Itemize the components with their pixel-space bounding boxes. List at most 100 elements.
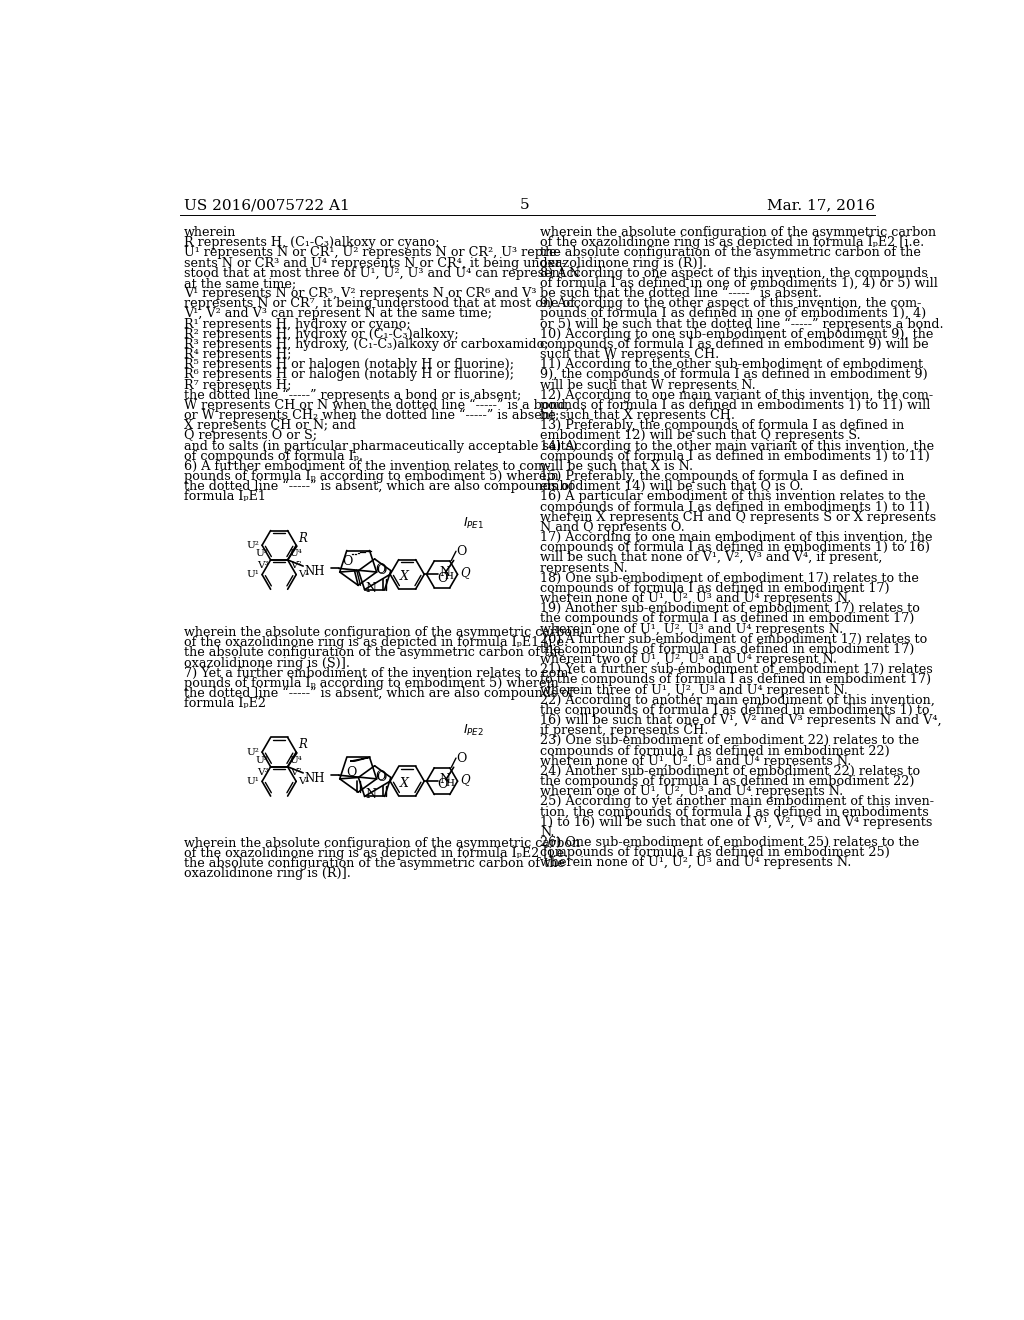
Text: be such that the dotted line “-----” is absent.: be such that the dotted line “-----” is … [541,288,822,300]
Text: NH: NH [305,565,326,578]
Text: W represents CH or N when the dotted line “-----” is a bond,: W represents CH or N when the dotted lin… [183,399,569,412]
Text: 8) According to one aspect of this invention, the compounds: 8) According to one aspect of this inven… [541,267,928,280]
Text: of formula I as defined in one of embodiments 1), 4) or 5) will: of formula I as defined in one of embodi… [541,277,938,290]
Text: will be such that none of V¹, V², V³ and V⁴, if present,: will be such that none of V¹, V², V³ and… [541,552,883,565]
Text: the absolute configuration of the asymmetric carbon of the: the absolute configuration of the asymme… [183,647,564,660]
Polygon shape [350,758,370,762]
Text: 23) One sub-embodiment of embodiment 22) relates to the: 23) One sub-embodiment of embodiment 22)… [541,734,920,747]
Text: R represents H, (C₁-C₃)alkoxy or cyano;: R represents H, (C₁-C₃)alkoxy or cyano; [183,236,439,249]
Text: or 5) will be such that the dotted line “-----” represents a bond.: or 5) will be such that the dotted line … [541,318,944,331]
Text: tion, the compounds of formula I as defined in embodiments: tion, the compounds of formula I as defi… [541,805,929,818]
Text: compounds of formula I as defined in embodiment 9) will be: compounds of formula I as defined in emb… [541,338,929,351]
Text: oxazolidinone ring is (R)].: oxazolidinone ring is (R)]. [183,867,350,880]
Text: V¹ represents N or CR⁵, V² represents N or CR⁶ and V³: V¹ represents N or CR⁵, V² represents N … [183,288,537,300]
Text: V²: V² [290,768,302,777]
Text: 20) A further sub-embodiment of embodiment 17) relates to: 20) A further sub-embodiment of embodime… [541,632,928,645]
Text: 18) One sub-embodiment of embodiment 17) relates to the: 18) One sub-embodiment of embodiment 17)… [541,572,920,585]
Text: the compounds of formula I as defined in embodiment 22): the compounds of formula I as defined in… [541,775,914,788]
Text: pounds of formula Iₚ according to embodiment 5) wherein: pounds of formula Iₚ according to embodi… [183,470,558,483]
Text: H: H [445,779,455,788]
Text: O: O [437,779,447,792]
Text: of compounds of formula Iₚ.: of compounds of formula Iₚ. [183,450,362,463]
Text: U¹: U¹ [246,570,259,579]
Text: 11) According to the other sub-embodiment of embodiment: 11) According to the other sub-embodimen… [541,358,924,371]
Text: 14) According to the other main variant of this invention, the: 14) According to the other main variant … [541,440,935,453]
Text: R⁴ represents H;: R⁴ represents H; [183,348,291,362]
Text: wherein the absolute configuration of the asymmetric carbon: wherein the absolute configuration of th… [183,837,580,850]
Text: X represents CH or N; and: X represents CH or N; and [183,420,355,432]
Text: compounds of formula I as defined in embodiments 1) to 11): compounds of formula I as defined in emb… [541,500,930,513]
Text: V¹: V¹ [299,570,310,579]
Text: O: O [456,752,466,766]
Text: 6) A further embodiment of the invention relates to com-: 6) A further embodiment of the invention… [183,459,550,473]
Text: US 2016/0075722 A1: US 2016/0075722 A1 [183,198,349,213]
Text: O: O [456,545,466,558]
Text: O: O [346,766,356,779]
Text: of the oxazolidinone ring is as depicted in formula IₚE1 [i.e.: of the oxazolidinone ring is as depicted… [183,636,568,649]
Text: at the same time;: at the same time; [183,277,296,290]
Text: 19) Another sub-embodiment of embodiment 17) relates to: 19) Another sub-embodiment of embodiment… [541,602,921,615]
Text: to the compounds of formula I as defined in embodiment 17): to the compounds of formula I as defined… [541,673,932,686]
Text: 24) Another sub-embodiment of embodiment 22) relates to: 24) Another sub-embodiment of embodiment… [541,764,921,777]
Text: U⁴: U⁴ [289,756,302,766]
Text: R: R [299,532,307,545]
Text: O: O [376,564,386,577]
Text: wherein none of U¹, U², U³ and U⁴ represents N.: wherein none of U¹, U², U³ and U⁴ repres… [541,857,852,870]
Text: U²: U² [246,747,259,756]
Text: O: O [376,771,386,783]
Text: V³: V³ [257,768,268,777]
Text: V¹, V² and V³ can represent N at the same time;: V¹, V² and V³ can represent N at the sam… [183,308,492,321]
Text: 5: 5 [520,198,529,213]
Text: wherein the absolute configuration of the asymmetric carbon: wherein the absolute configuration of th… [183,626,580,639]
Text: and to salts (in particular pharmaceutically acceptable salts): and to salts (in particular pharmaceutic… [183,440,578,453]
Text: represents N.: represents N. [541,561,628,574]
Text: N: N [439,566,450,579]
Text: oxazolidinone ring is (R)].: oxazolidinone ring is (R)]. [541,256,708,269]
Text: 13) Preferably, the compounds of formula I as defined in: 13) Preferably, the compounds of formula… [541,420,904,432]
Text: the absolute configuration of the asymmetric carbon of the: the absolute configuration of the asymme… [541,247,922,260]
Text: U¹ represents N or CR¹, U² represents N or CR², U³ repre-: U¹ represents N or CR¹, U² represents N … [183,247,561,260]
Text: wherein the absolute configuration of the asymmetric carbon: wherein the absolute configuration of th… [541,226,936,239]
Text: 7) Yet a further embodiment of the invention relates to com-: 7) Yet a further embodiment of the inven… [183,667,572,680]
Text: U⁴: U⁴ [289,549,302,558]
Text: Q: Q [460,774,469,787]
Text: compounds of formula I as defined in embodiment 25): compounds of formula I as defined in emb… [541,846,890,859]
Text: wherein one of U¹, U², U³ and U⁴ represents N.: wherein one of U¹, U², U³ and U⁴ represe… [541,623,844,635]
Text: O: O [376,771,386,784]
Text: or W represents CH₂ when the dotted line “-----” is absent;: or W represents CH₂ when the dotted line… [183,409,559,422]
Text: the dotted line “-----” is absent, which are also compounds of: the dotted line “-----” is absent, which… [183,480,573,494]
Text: H: H [444,572,454,581]
Text: X: X [399,570,409,583]
Text: V¹: V¹ [299,777,310,785]
Text: N: N [439,774,451,787]
Text: R⁷ represents H;: R⁷ represents H; [183,379,291,392]
Text: U²: U² [246,541,259,549]
Text: wherein: wherein [183,226,237,239]
Text: the dotted line “-----” is absent, which are also compounds of: the dotted line “-----” is absent, which… [183,688,573,701]
Text: compounds of formula I as defined in embodiments 1) to 16): compounds of formula I as defined in emb… [541,541,930,554]
Text: the compounds of formula I as defined in embodiments 1) to: the compounds of formula I as defined in… [541,704,930,717]
Text: will be such that X is N.: will be such that X is N. [541,459,693,473]
Text: 12) According to one main variant of this invention, the com-: 12) According to one main variant of thi… [541,389,934,401]
Text: embodiment 12) will be such that Q represents S.: embodiment 12) will be such that Q repre… [541,429,861,442]
Text: N: N [366,788,377,801]
Text: 10) According to one sub-embodiment of embodiment 9), the: 10) According to one sub-embodiment of e… [541,327,934,341]
Text: formula IₚE1: formula IₚE1 [183,491,265,503]
Text: U³: U³ [256,756,268,766]
Text: X: X [399,777,409,789]
Text: such that W represents CH.: such that W represents CH. [541,348,720,362]
Text: N.: N. [541,826,555,838]
Text: 16) A particular embodiment of this invention relates to the: 16) A particular embodiment of this inve… [541,491,926,503]
Text: the compounds of formula I as defined in embodiment 17): the compounds of formula I as defined in… [541,612,914,626]
Text: pounds of formula I as defined in one of embodiments 1), 4): pounds of formula I as defined in one of… [541,308,927,321]
Text: be such that X represents CH.: be such that X represents CH. [541,409,735,422]
Text: 9), the compounds of formula I as defined in embodiment 9): 9), the compounds of formula I as define… [541,368,928,381]
Text: N: N [366,582,377,594]
Text: sents N or CR³ and U⁴ represents N or CR⁴, it being under-: sents N or CR³ and U⁴ represents N or CR… [183,256,565,269]
Text: will be such that W represents N.: will be such that W represents N. [541,379,756,392]
Text: 17) According to one main embodiment of this invention, the: 17) According to one main embodiment of … [541,531,933,544]
Text: Mar. 17, 2016: Mar. 17, 2016 [767,198,876,213]
Text: wherein X represents CH and Q represents S or X represents: wherein X represents CH and Q represents… [541,511,936,524]
Text: 22) According to another main embodiment of this invention,: 22) According to another main embodiment… [541,694,935,706]
Text: formula IₚE2: formula IₚE2 [183,697,266,710]
